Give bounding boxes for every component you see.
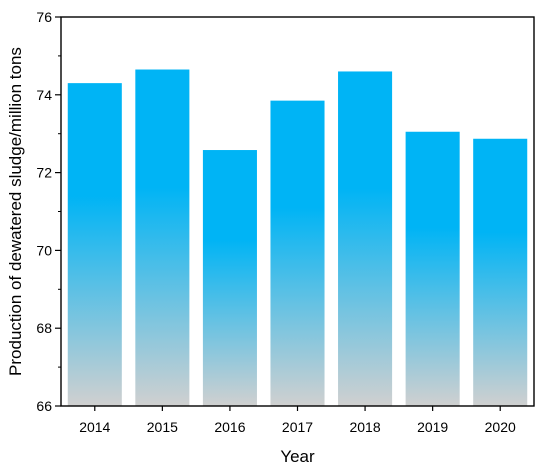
x-tick-label-2018: 2018: [349, 419, 380, 435]
bar-2019: [405, 131, 460, 406]
y-tick-label-70: 70: [36, 242, 52, 258]
y-tick-label-68: 68: [36, 320, 52, 336]
y-axis-title: Production of dewatered sludge/million t…: [6, 47, 25, 376]
x-tick-label-2017: 2017: [282, 419, 313, 435]
axes-group: [55, 16, 535, 411]
x-tick-label-2020: 2020: [485, 419, 516, 435]
x-tick-label-2019: 2019: [417, 419, 448, 435]
y-tick-label-72: 72: [36, 165, 52, 181]
bar-2015: [135, 69, 190, 406]
y-tick-label-66: 66: [36, 398, 52, 414]
bar-2018: [338, 71, 393, 407]
bars-group: [67, 69, 528, 407]
labels-group: Year Production of dewatered sludge/mill…: [6, 9, 516, 466]
x-tick-label-2014: 2014: [79, 419, 110, 435]
bar-2017: [270, 100, 325, 406]
y-tick-label-74: 74: [36, 87, 52, 103]
x-tick-label-2016: 2016: [214, 419, 245, 435]
y-tick-label-76: 76: [36, 9, 52, 25]
x-axis-title: Year: [280, 447, 315, 466]
bar-2016: [202, 150, 257, 406]
bar-2014: [67, 83, 122, 406]
bar-2020: [473, 138, 528, 406]
x-tick-label-2015: 2015: [147, 419, 178, 435]
